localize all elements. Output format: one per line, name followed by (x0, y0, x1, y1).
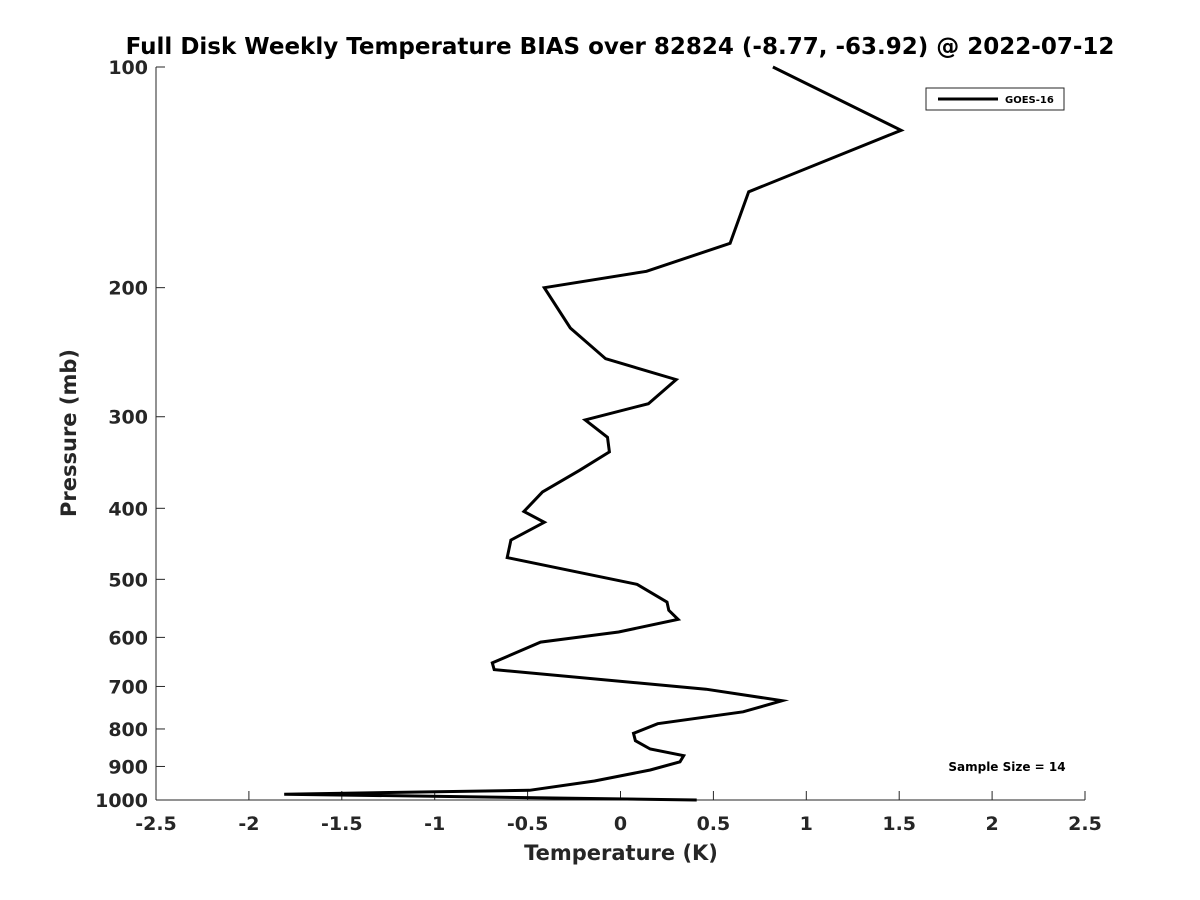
x-tick-label: -1.5 (321, 813, 363, 835)
y-tick-label: 1000 (95, 790, 148, 812)
x-tick-label: -2 (238, 813, 259, 835)
y-tick-label: 100 (108, 57, 148, 79)
x-tick-label: 2 (985, 813, 998, 835)
y-tick-label: 800 (108, 719, 148, 741)
x-tick-label: -2.5 (135, 813, 177, 835)
x-tick-label: 2.5 (1068, 813, 1102, 835)
chart-title: Full Disk Weekly Temperature BIAS over 8… (126, 34, 1115, 60)
plot-area (156, 67, 1085, 800)
y-tick-label: 300 (108, 407, 148, 429)
legend-entry-goes-16: GOES-16 (1005, 95, 1054, 106)
series-line-goes-16 (284, 65, 905, 802)
y-tick-label: 600 (108, 627, 148, 649)
x-tick-label: 0 (614, 813, 627, 835)
y-tick-label: 700 (108, 676, 148, 698)
series-layer (284, 65, 905, 802)
x-tick-label: 1.5 (882, 813, 916, 835)
x-axis-label: Temperature (K) (524, 841, 718, 865)
x-tick-label: -0.5 (507, 813, 549, 835)
x-tick-label: 1 (800, 813, 813, 835)
x-tick-label: -1 (424, 813, 445, 835)
x-tick-label: 0.5 (697, 813, 731, 835)
y-axis-label: Pressure (mb) (57, 349, 81, 517)
ticks: -2.5 -2 -1.5 -1 -0.5 0 0.5 1 1.5 2 2.5 100 200 300 400… (95, 57, 1102, 835)
y-tick-label: 200 (108, 278, 148, 300)
y-tick-label: 900 (108, 756, 148, 778)
sample-size-annotation: Sample Size = 14 (948, 760, 1065, 774)
y-tick-label: 400 (108, 498, 148, 520)
legend: GOES-16 (925, 87, 1065, 111)
y-tick-label: 500 (108, 569, 148, 591)
